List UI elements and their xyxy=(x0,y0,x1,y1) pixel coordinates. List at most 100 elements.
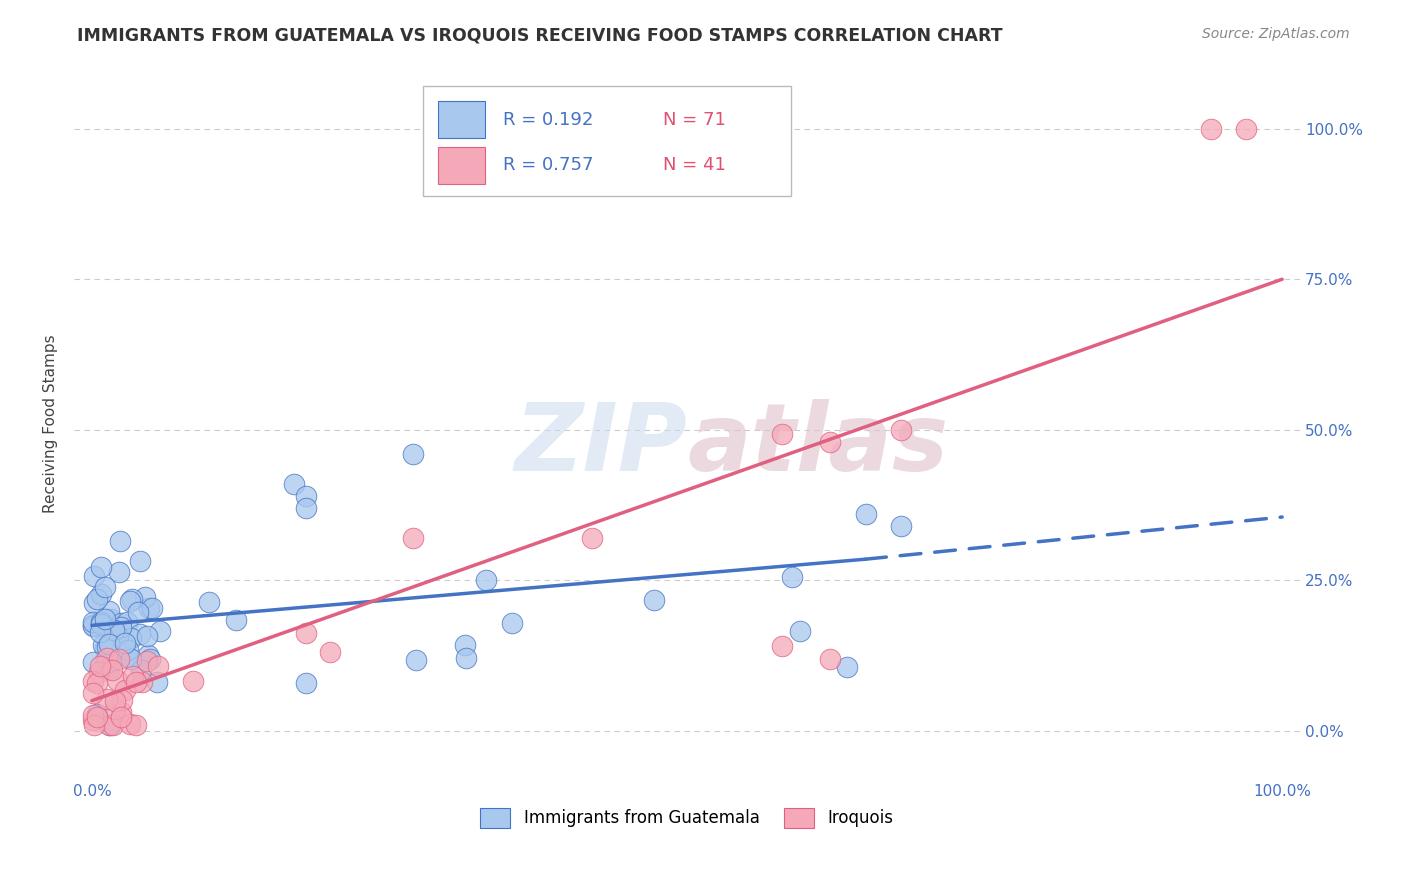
Point xyxy=(89,625,111,640)
Point xyxy=(91,638,114,652)
Point xyxy=(94,653,117,667)
Text: R = 0.192: R = 0.192 xyxy=(503,111,593,128)
Point xyxy=(283,477,305,491)
Point xyxy=(114,636,136,650)
Point xyxy=(225,613,247,627)
Point xyxy=(146,658,169,673)
Point xyxy=(98,662,121,676)
Legend: Immigrants from Guatemala, Iroquois: Immigrants from Guatemala, Iroquois xyxy=(474,801,900,835)
Point xyxy=(97,637,120,651)
Point xyxy=(131,675,153,690)
Point xyxy=(89,665,111,679)
Point xyxy=(111,693,134,707)
Point xyxy=(129,553,152,567)
Point xyxy=(89,659,111,673)
Point xyxy=(1199,121,1222,136)
Point xyxy=(94,612,117,626)
Point xyxy=(136,648,159,663)
Point xyxy=(121,591,143,606)
Point xyxy=(90,559,112,574)
Point xyxy=(83,717,105,731)
Point xyxy=(100,612,122,626)
Point xyxy=(100,663,122,677)
Point xyxy=(474,573,496,587)
Point xyxy=(94,580,117,594)
Point xyxy=(890,519,912,533)
Point xyxy=(105,673,128,687)
Point xyxy=(82,714,104,728)
Point xyxy=(98,717,121,731)
Point xyxy=(86,707,108,722)
Point xyxy=(82,674,104,689)
Point xyxy=(128,627,150,641)
Point xyxy=(770,427,793,442)
Point xyxy=(96,651,118,665)
Point xyxy=(94,640,117,655)
Text: ZIP: ZIP xyxy=(515,399,688,491)
Point xyxy=(120,593,142,607)
Point xyxy=(295,676,318,690)
Point xyxy=(818,435,841,450)
Point xyxy=(86,675,108,690)
Point xyxy=(127,605,149,619)
Point xyxy=(98,637,121,651)
Point xyxy=(104,702,127,716)
Point xyxy=(107,566,129,580)
Point xyxy=(82,619,104,633)
Point xyxy=(855,507,877,521)
Point xyxy=(96,640,118,654)
Point xyxy=(139,651,162,665)
Point xyxy=(83,597,105,611)
Point xyxy=(295,501,318,516)
Point xyxy=(110,706,132,720)
Point xyxy=(319,645,342,659)
Text: Source: ZipAtlas.com: Source: ZipAtlas.com xyxy=(1202,27,1350,41)
Point xyxy=(108,533,131,548)
Point xyxy=(83,569,105,583)
Point xyxy=(118,717,141,731)
Point xyxy=(141,601,163,615)
Point xyxy=(82,655,104,669)
Text: atlas: atlas xyxy=(688,399,948,491)
Point xyxy=(86,709,108,723)
Point xyxy=(454,638,477,652)
Point xyxy=(581,531,603,545)
Point xyxy=(1236,121,1258,136)
Point xyxy=(82,686,104,700)
Point xyxy=(117,643,139,657)
Point xyxy=(129,664,152,678)
Point xyxy=(148,624,170,638)
Point xyxy=(108,652,131,666)
Point xyxy=(135,629,157,643)
Point xyxy=(104,694,127,708)
Point xyxy=(181,673,204,688)
Point xyxy=(110,710,132,724)
Text: N = 41: N = 41 xyxy=(662,156,725,174)
Point xyxy=(295,626,318,640)
Point xyxy=(120,651,142,665)
Point xyxy=(101,717,124,731)
Point xyxy=(100,655,122,669)
Point xyxy=(295,489,318,503)
Point xyxy=(770,640,793,654)
Point xyxy=(405,653,427,667)
Point xyxy=(98,604,121,618)
Point xyxy=(82,707,104,722)
Point xyxy=(117,649,139,664)
Point xyxy=(114,683,136,698)
Point xyxy=(110,619,132,633)
Point xyxy=(890,423,912,437)
Point xyxy=(110,615,132,630)
Point xyxy=(107,629,129,643)
Point xyxy=(643,593,665,607)
Point xyxy=(103,623,125,637)
Point xyxy=(780,569,803,583)
Point xyxy=(789,624,811,638)
Point xyxy=(122,668,145,682)
Point xyxy=(138,601,160,615)
FancyBboxPatch shape xyxy=(439,146,485,184)
Point xyxy=(89,615,111,629)
Point xyxy=(98,717,121,731)
Text: IMMIGRANTS FROM GUATEMALA VS IROQUOIS RECEIVING FOOD STAMPS CORRELATION CHART: IMMIGRANTS FROM GUATEMALA VS IROQUOIS RE… xyxy=(77,27,1002,45)
FancyBboxPatch shape xyxy=(439,101,485,138)
